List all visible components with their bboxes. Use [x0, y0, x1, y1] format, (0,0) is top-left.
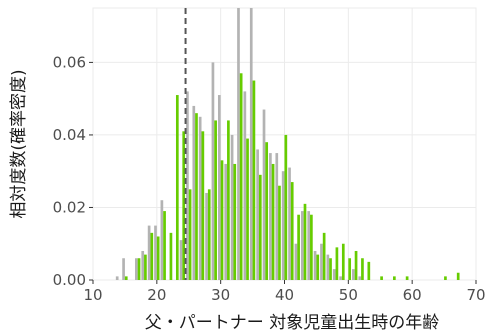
- bar-green: [233, 163, 237, 280]
- bar-gray: [115, 276, 119, 280]
- bar-green: [380, 276, 383, 280]
- bar-green: [246, 138, 249, 280]
- bar-gray: [300, 211, 304, 280]
- bar-gray: [294, 243, 298, 280]
- bar-green: [303, 203, 307, 280]
- bar-green: [163, 211, 166, 280]
- y-axis-title: 相対度数(確率密度): [9, 69, 29, 218]
- bar-gray: [186, 91, 189, 280]
- bar-gray: [332, 269, 336, 280]
- bar-gray: [256, 149, 259, 280]
- bar-green: [144, 254, 147, 280]
- bar-gray: [160, 200, 164, 280]
- bar-green: [278, 185, 281, 280]
- bar-gray: [288, 167, 291, 280]
- bar-green: [207, 189, 211, 280]
- bar-green: [271, 163, 275, 280]
- x-tick-label: 30: [211, 286, 230, 304]
- x-tick-label: 10: [83, 286, 102, 304]
- bar-green: [227, 120, 230, 280]
- y-tick-label: 0.00: [53, 271, 86, 289]
- bar-green: [316, 254, 320, 280]
- bar-gray: [320, 243, 323, 280]
- bar-green: [405, 276, 409, 280]
- bar-green: [354, 250, 358, 280]
- bar-gray: [135, 258, 138, 280]
- bar-gray: [154, 225, 157, 280]
- bar-green: [329, 258, 332, 280]
- y-tick-label: 0.06: [53, 53, 86, 71]
- y-tick-label: 0.02: [53, 198, 86, 216]
- bar-gray: [352, 269, 355, 280]
- bar-green: [393, 276, 396, 280]
- bar-green: [322, 232, 326, 280]
- bar-green: [297, 214, 300, 280]
- bar-gray: [141, 250, 145, 280]
- bar-gray: [122, 258, 125, 280]
- bar-green: [220, 160, 224, 280]
- bar-green: [367, 261, 371, 280]
- bar-gray: [230, 134, 234, 280]
- bar-gray: [313, 250, 317, 280]
- bar-gray: [275, 153, 279, 280]
- bar-green: [310, 214, 313, 280]
- bar-gray: [243, 91, 247, 280]
- bar-green: [188, 189, 192, 280]
- bar-green: [175, 95, 179, 280]
- bar-green: [341, 243, 345, 280]
- bar-green: [239, 73, 243, 280]
- bar-gray: [147, 225, 151, 280]
- bar-green: [258, 174, 262, 280]
- bar-green: [201, 131, 205, 280]
- bar-gray: [262, 109, 266, 281]
- x-axis-ticks: 10 20 30 40 50 60 70: [83, 280, 486, 304]
- y-axis-ticks: 0.00 0.02 0.04 0.06: [53, 53, 93, 289]
- y-tick-label: 0.04: [53, 126, 86, 144]
- bar-gray: [237, 8, 240, 280]
- bar-green: [124, 276, 128, 280]
- bar-green: [182, 131, 186, 280]
- x-tick-label: 50: [339, 286, 358, 304]
- bar-gray: [307, 211, 311, 280]
- bar-gray: [211, 62, 215, 281]
- bar-gray: [281, 171, 285, 280]
- bar-gray: [224, 163, 228, 280]
- x-tick-label: 40: [275, 286, 294, 304]
- bar-gray: [179, 240, 183, 280]
- bar-gray: [205, 192, 208, 280]
- bar-green: [265, 142, 269, 280]
- bar-green: [361, 258, 364, 280]
- bar-green: [169, 232, 173, 280]
- x-tick-label: 60: [403, 286, 422, 304]
- bar-green: [214, 120, 217, 280]
- bar-green: [252, 80, 256, 281]
- bar-green: [150, 232, 154, 280]
- bar-group: [115, 8, 460, 281]
- bar-gray: [326, 254, 330, 280]
- bar-green: [284, 134, 288, 280]
- x-tick-label: 20: [147, 286, 166, 304]
- bar-gray: [192, 105, 196, 280]
- bar-green: [290, 182, 294, 280]
- bar-gray: [217, 95, 221, 280]
- bar-gray: [358, 276, 362, 280]
- bar-gray: [198, 116, 202, 280]
- bar-green: [156, 236, 160, 280]
- bar-green: [444, 276, 447, 280]
- bar-green: [195, 113, 198, 280]
- bar-gray: [269, 153, 272, 280]
- bar-green: [348, 258, 352, 280]
- bar-gray: [249, 8, 253, 280]
- bar-green: [137, 258, 141, 280]
- bar-green: [335, 247, 339, 280]
- x-axis-title: 父・パートナー 対象児童出生時の年齢: [145, 313, 439, 333]
- bar-gray: [339, 276, 342, 280]
- bar-green: [456, 272, 460, 280]
- x-tick-label: 70: [466, 286, 485, 304]
